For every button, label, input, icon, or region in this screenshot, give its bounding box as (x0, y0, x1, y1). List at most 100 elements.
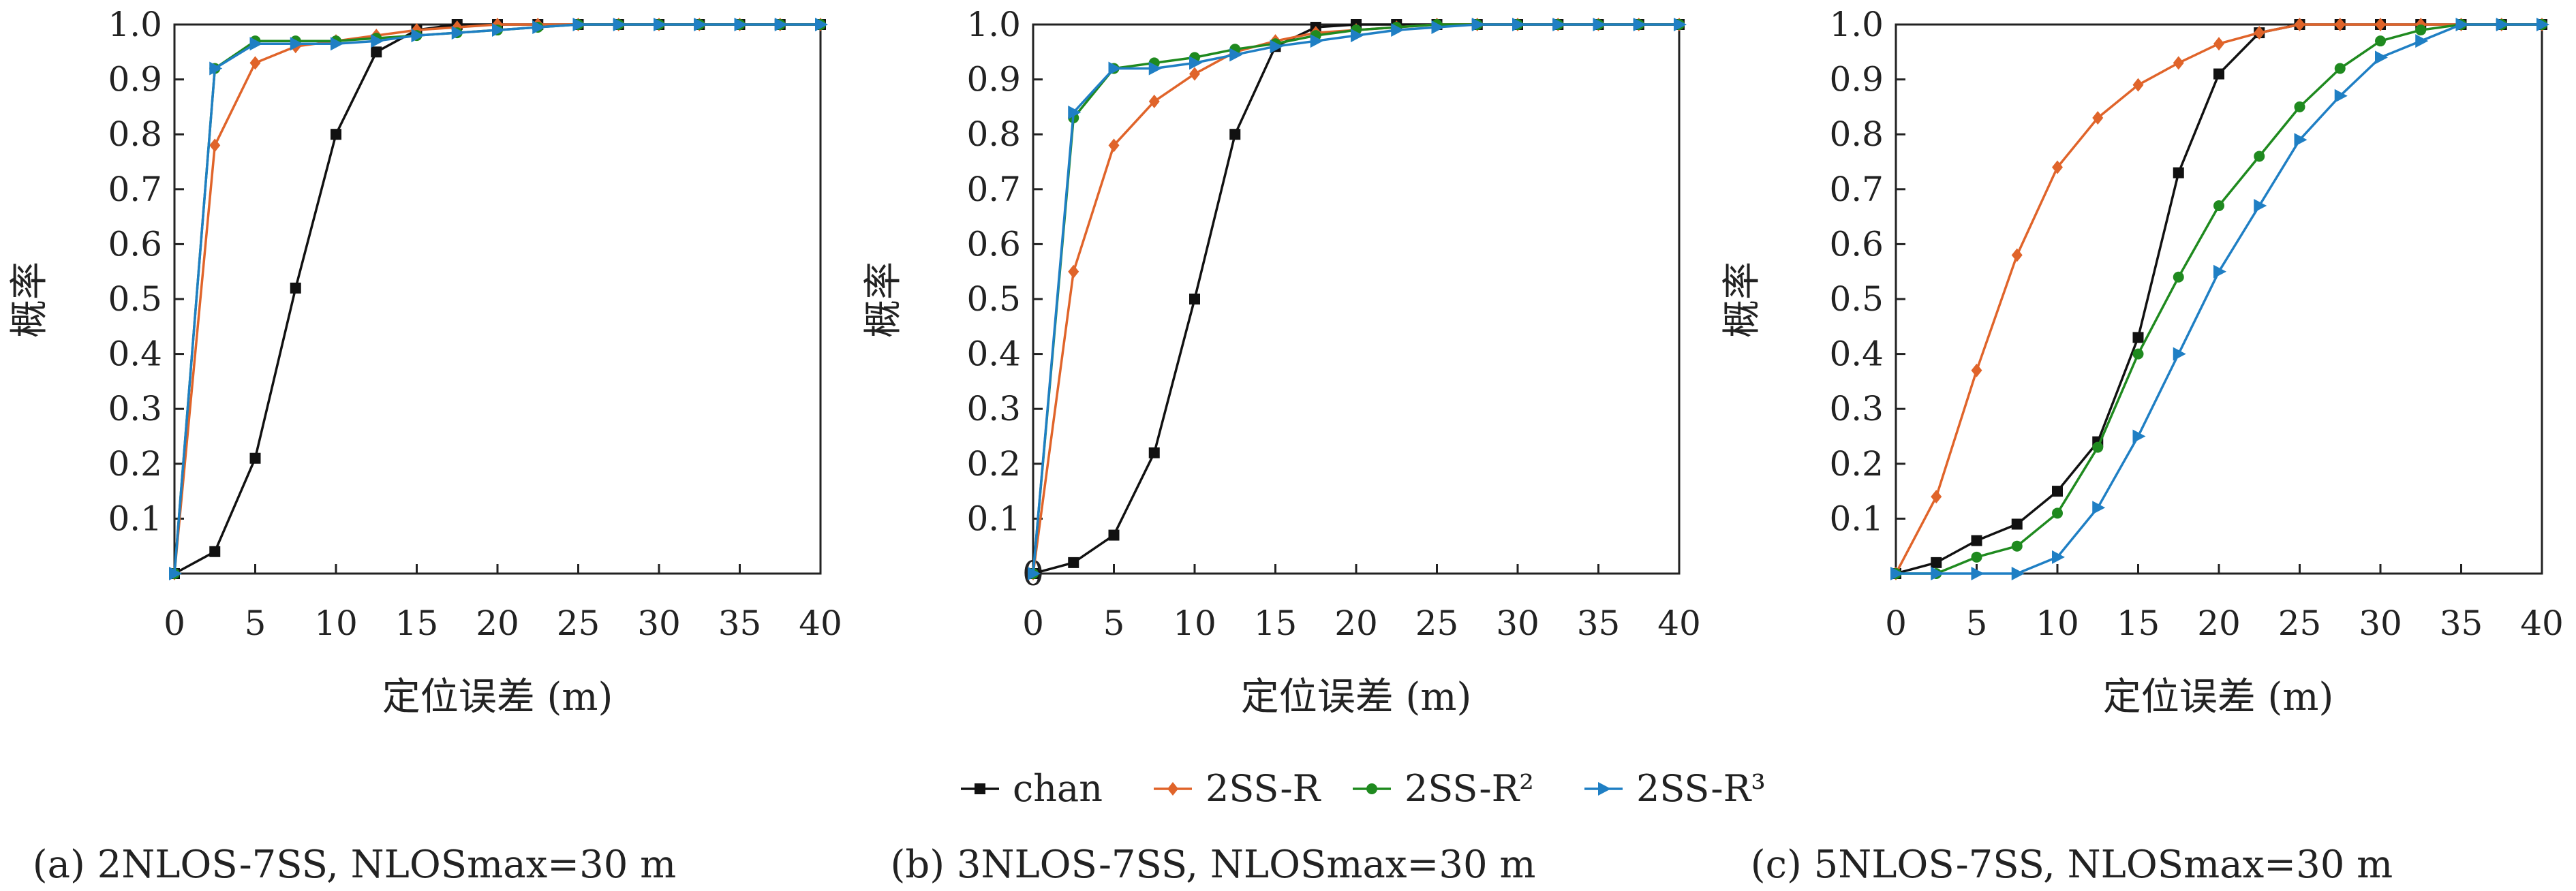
data-point-2ss-r3 (2011, 567, 2025, 580)
x-tick-label: 30 (637, 604, 681, 643)
data-point-chan (1108, 529, 1120, 541)
y-tick-label: 0.6 (1829, 224, 1884, 264)
data-point-2ss-r3 (1471, 18, 1485, 31)
data-point-2ss-r2 (2092, 441, 2104, 453)
data-point-2ss-r3 (331, 37, 343, 51)
data-point-chan (2213, 68, 2224, 80)
x-tick-label: 25 (1415, 604, 1459, 643)
x-tick-label: 40 (1657, 604, 1701, 643)
y-tick-label: 0.2 (1829, 444, 1884, 484)
series-line-2ss-r3 (1896, 23, 2542, 575)
series-line-2ss-r3 (1032, 23, 1679, 574)
y-tick-label: 1.0 (108, 5, 162, 44)
data-point-2ss-r3 (1391, 23, 1405, 37)
y-axis-title-a: 概率 (7, 262, 52, 338)
legend-label-2ss-r3: 2SS-R³ (1636, 767, 1766, 810)
data-point-2ss-r (2173, 56, 2184, 70)
y-tick-label: 0.9 (966, 60, 1021, 99)
data-point-2ss-r3 (2173, 347, 2186, 361)
data-point-2ss-r3 (1270, 40, 1283, 54)
data-point-2ss-r (2132, 78, 2144, 92)
data-point-chan (1189, 294, 1200, 304)
data-point-2ss-r3 (1674, 18, 1687, 31)
data-point-2ss-r3 (2375, 50, 2388, 65)
data-point-2ss-r3 (572, 18, 586, 31)
series-line-2ss-r (1032, 23, 1679, 574)
data-point-2ss-r3 (1633, 18, 1646, 31)
data-point-2ss-r2 (2415, 25, 2427, 36)
data-point-chan (1931, 557, 1942, 568)
data-point-2ss-r2 (2254, 151, 2265, 162)
data-point-2ss-r3 (2132, 429, 2146, 443)
x-tick-label: 35 (1577, 604, 1621, 643)
data-point-chan (1229, 129, 1241, 140)
data-point-2ss-r2 (2173, 271, 2184, 283)
series-line-2ss-r2 (1032, 23, 1679, 574)
y-tick-label: 0.5 (1829, 279, 1884, 319)
x-tick-label: 5 (245, 604, 266, 643)
y-tick-label: 0.7 (108, 170, 162, 209)
y-tick-label: 0.5 (108, 279, 162, 319)
data-point-2ss-r3 (371, 34, 384, 48)
data-point-2ss-r (2334, 18, 2346, 31)
data-point-2ss-r (2011, 248, 2023, 262)
y-tick-label: 0.6 (108, 224, 162, 264)
y-tick-label: 0.1 (966, 499, 1021, 538)
data-point-2ss-r2 (2334, 63, 2346, 74)
legend-marker-2ss-r3 (1598, 782, 1611, 796)
data-point-chan (2132, 332, 2144, 343)
data-point-chan (2011, 518, 2023, 530)
y-axis-title-c: 概率 (1720, 262, 1764, 338)
chart-panel-b: (b) 3NLOS-7SS, NLOSmax=30 m 定位误差 (m) 概率 … (861, 5, 1701, 887)
data-point-2ss-r (2052, 160, 2063, 174)
data-point-2ss-r3 (2496, 18, 2509, 31)
series-line-chan (1032, 23, 1679, 575)
y-tick-label: 0.7 (1829, 170, 1884, 209)
x-tick-label: 40 (2520, 604, 2564, 643)
x-tick-label: 20 (476, 604, 519, 643)
data-point-2ss-r3 (2254, 198, 2267, 213)
data-point-chan (371, 46, 382, 58)
data-point-2ss-r3 (1431, 20, 1445, 35)
data-point-2ss-r3 (451, 26, 465, 40)
data-point-2ss-r3 (815, 18, 828, 31)
data-point-2ss-r (1068, 264, 1079, 279)
data-point-chan (1068, 557, 1079, 568)
data-point-2ss-r3 (2092, 501, 2106, 515)
y-tick-label: 0.2 (966, 444, 1021, 484)
x-tick-label: 35 (2440, 604, 2483, 643)
data-point-2ss-r3 (1552, 18, 1566, 31)
x-tick-label: 10 (314, 604, 358, 643)
x-tick-label: 0 (164, 604, 185, 643)
data-point-2ss-r3 (1593, 18, 1606, 31)
data-point-2ss-r3 (290, 37, 303, 51)
y-tick-label: 1.0 (1829, 5, 1884, 44)
x-tick-label: 20 (2197, 604, 2241, 643)
data-point-chan (2173, 167, 2184, 178)
y-tick-label: 0.5 (966, 279, 1021, 319)
data-point-2ss-r2 (2375, 35, 2386, 47)
x-tick-label: 15 (1254, 604, 1298, 643)
x-axis-title-c: 定位误差 (m) (2103, 675, 2334, 719)
data-point-chan (209, 546, 221, 557)
series-line-chan (1895, 23, 2542, 575)
legend-item-2ss-r2: 2SS-R² (1353, 767, 1534, 810)
legend-label-chan: chan (1013, 767, 1103, 810)
y-tick-label: 0.9 (108, 60, 162, 99)
data-point-chan (1971, 535, 1982, 546)
data-point-2ss-r3 (1068, 105, 1082, 119)
y-tick-label: 0.6 (966, 224, 1021, 264)
data-point-2ss-r3 (411, 29, 425, 43)
data-point-2ss-r2 (2132, 348, 2144, 360)
legend: chan 2SS-R 2SS-R² 2SS-R³ (961, 767, 1766, 810)
y-tick-label: 0.1 (1829, 499, 1884, 538)
series-line-2ss-r3 (173, 23, 821, 574)
data-point-2ss-r (2092, 111, 2104, 125)
series-line-2ss-r (173, 23, 821, 574)
data-point-2ss-r3 (1512, 18, 1525, 31)
y-tick-label: 0.2 (108, 444, 162, 484)
legend-item-2ss-r3: 2SS-R³ (1584, 767, 1766, 810)
data-point-2ss-r2 (2011, 540, 2023, 552)
caption-a: (a) 2NLOS-7SS, NLOSmax=30 m (33, 843, 677, 887)
data-point-2ss-r3 (2334, 89, 2348, 103)
